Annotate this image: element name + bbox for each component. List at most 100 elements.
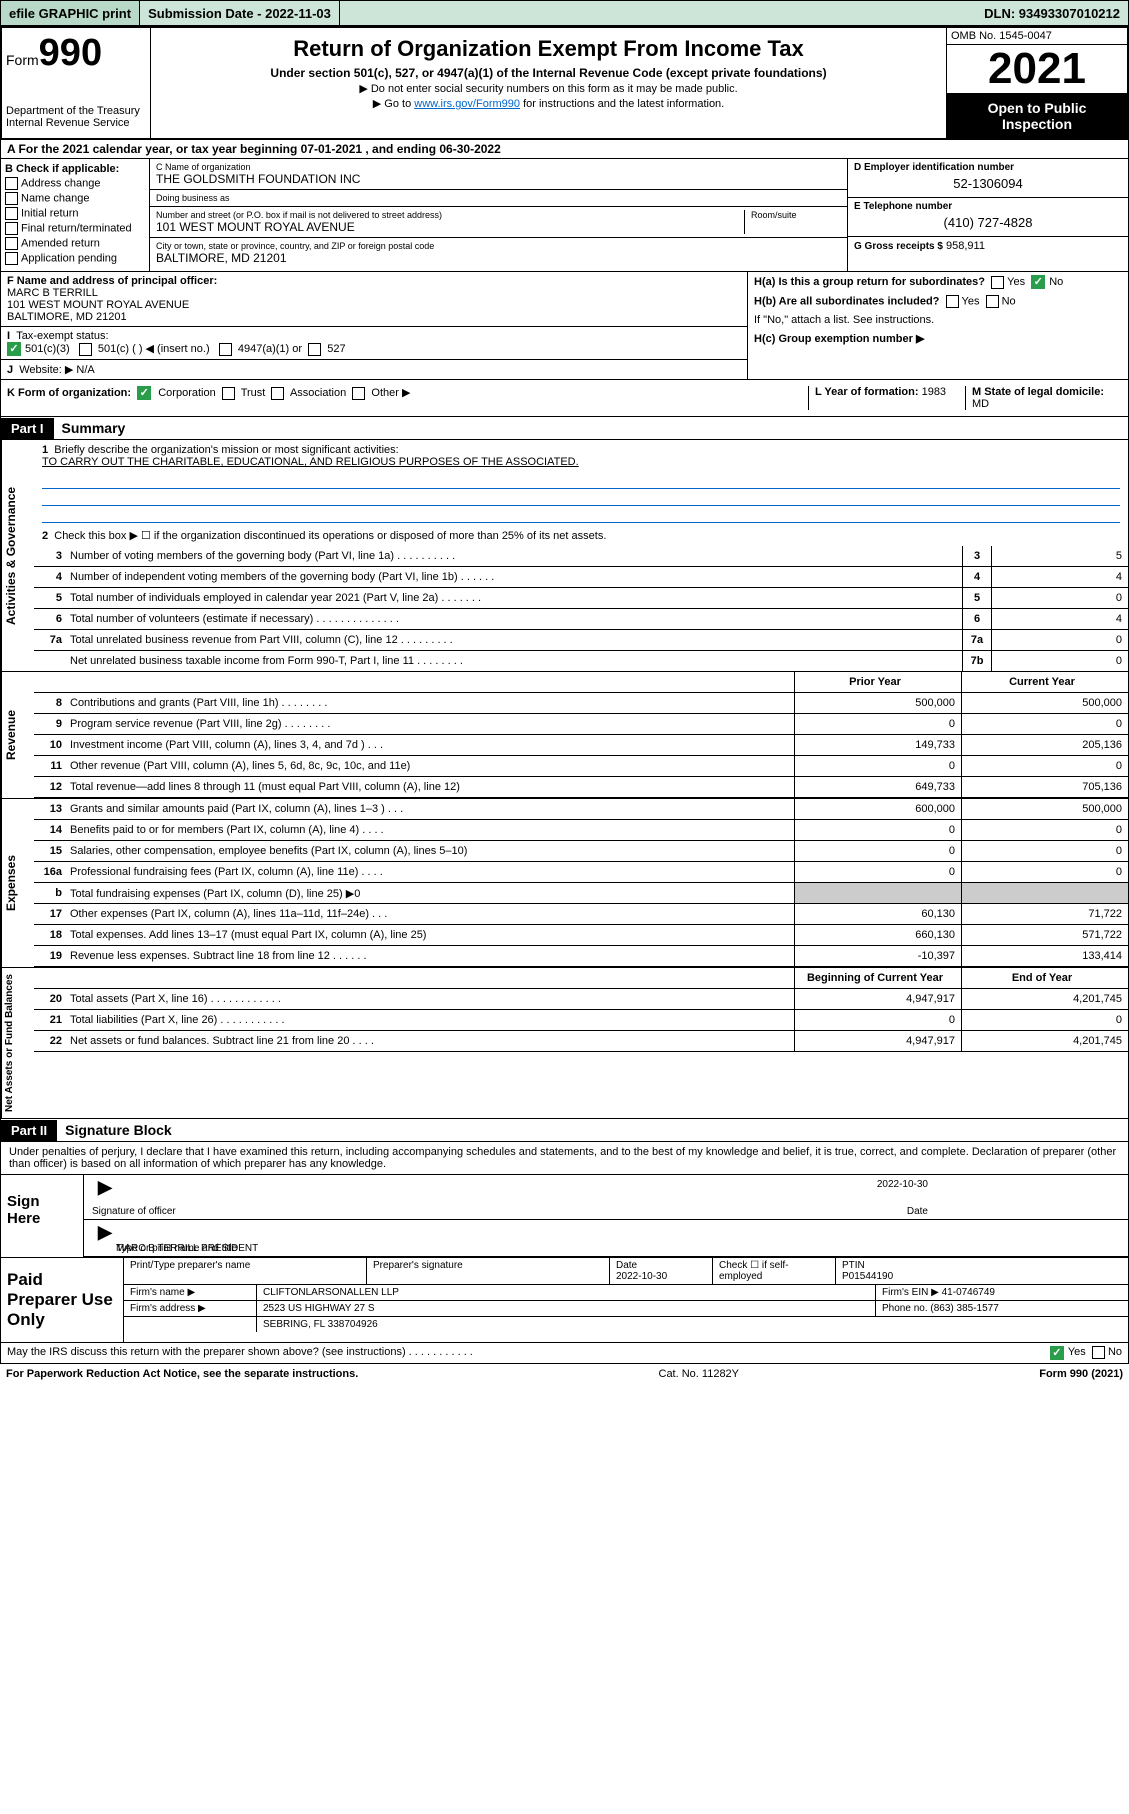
- paid-preparer-block: Paid Preparer Use Only Print/Type prepar…: [0, 1258, 1129, 1343]
- firm-addr2: SEBRING, FL 338704926: [257, 1317, 1128, 1332]
- ein-value: 52-1306094: [854, 173, 1122, 194]
- discuss-line: May the IRS discuss this return with the…: [0, 1343, 1129, 1364]
- k-corp: Corporation: [158, 387, 215, 399]
- side-label-exp: Expenses: [1, 799, 34, 967]
- ein-label: D Employer identification number: [854, 162, 1122, 173]
- part1-bar: Part I Summary: [0, 417, 1129, 440]
- net-header: Beginning of Current Year End of Year: [34, 968, 1128, 989]
- hb-label: H(b) Are all subordinates included?: [754, 295, 939, 307]
- summary-row: 11Other revenue (Part VIII, column (A), …: [34, 756, 1128, 777]
- arrow-icon: ▶: [92, 1222, 118, 1242]
- check-icon: ✓: [1050, 1346, 1064, 1360]
- officer-addr1: 101 WEST MOUNT ROYAL AVENUE: [7, 299, 741, 311]
- k-form-org: K Form of organization: ✓ Corporation Tr…: [7, 386, 808, 410]
- dept-treasury: Department of the Treasury: [6, 105, 146, 117]
- gross-value: 958,911: [946, 240, 985, 252]
- addr-label: Number and street (or P.O. box if mail i…: [156, 210, 744, 220]
- hb-no: No: [1002, 295, 1016, 307]
- side-label-gov: Activities & Governance: [1, 440, 34, 671]
- sign-here-row: Sign Here ▶ Signature of officer 2022-10…: [1, 1175, 1128, 1257]
- block-fhij: F Name and address of principal officer:…: [0, 272, 1129, 380]
- efile-print-button[interactable]: efile GRAPHIC print: [1, 1, 140, 25]
- officer-addr2: BALTIMORE, MD 21201: [7, 311, 741, 323]
- block-bcd: B Check if applicable: Address change Na…: [0, 159, 1129, 272]
- chk-address-change[interactable]: Address change: [5, 177, 145, 190]
- 501c: 501(c) ( ) ◀ (insert no.): [98, 343, 210, 355]
- 501c3: 501(c)(3): [25, 343, 70, 355]
- chk-label: Initial return: [21, 207, 78, 219]
- l-label: L Year of formation:: [815, 386, 919, 398]
- summary-row: 13Grants and similar amounts paid (Part …: [34, 799, 1128, 820]
- part2-title: Signature Block: [57, 1119, 180, 1141]
- city-value: BALTIMORE, MD 21201: [156, 251, 841, 265]
- part2-header: Part II: [1, 1120, 57, 1141]
- hc-label: H(c) Group exemption number ▶: [754, 333, 924, 345]
- prep-check-label: Check ☐ if self-employed: [713, 1258, 836, 1284]
- paid-preparer-label: Paid Preparer Use Only: [1, 1258, 124, 1342]
- sig-officer-label: Signature of officer: [92, 1206, 176, 1217]
- underline: [42, 491, 1120, 506]
- chk-final-return[interactable]: Final return/terminated: [5, 222, 145, 235]
- header-mid: Return of Organization Exempt From Incom…: [151, 28, 947, 138]
- firm-name-label: Firm's name ▶: [124, 1285, 257, 1300]
- m-value: MD: [972, 398, 989, 410]
- block-klm: K Form of organization: ✓ Corporation Tr…: [0, 380, 1129, 417]
- ha-line: H(a) Is this a group return for subordin…: [748, 272, 1128, 292]
- chk-initial-return[interactable]: Initial return: [5, 207, 145, 220]
- summary-row: 6Total number of volunteers (estimate if…: [34, 609, 1128, 630]
- discuss-yes: Yes: [1068, 1346, 1086, 1360]
- prep-date: 2022-10-30: [616, 1271, 667, 1282]
- submission-date: Submission Date - 2022-11-03: [140, 1, 340, 25]
- subtitle-1: Under section 501(c), 527, or 4947(a)(1)…: [155, 66, 942, 80]
- officer-name: MARC B TERRILL: [7, 287, 741, 299]
- m-state: M State of legal domicile:MD: [965, 386, 1122, 410]
- page-footer: For Paperwork Reduction Act Notice, see …: [0, 1364, 1129, 1384]
- header-left: Form990 Department of the Treasury Inter…: [2, 28, 151, 138]
- side-label-rev: Revenue: [1, 672, 34, 798]
- chk-amended[interactable]: Amended return: [5, 237, 145, 250]
- summary-row: bTotal fundraising expenses (Part IX, co…: [34, 883, 1128, 904]
- discuss-no: No: [1108, 1346, 1122, 1360]
- check-icon: ✓: [1031, 275, 1045, 289]
- ha-label: H(a) Is this a group return for subordin…: [754, 276, 985, 288]
- chk-label: Application pending: [21, 252, 117, 264]
- hb-yes: Yes: [962, 295, 980, 307]
- chk-name-change[interactable]: Name change: [5, 192, 145, 205]
- irs-link[interactable]: www.irs.gov/Form990: [414, 98, 520, 110]
- firm-phone-label: Phone no.: [882, 1303, 928, 1314]
- summary-row: 17Other expenses (Part IX, column (A), l…: [34, 904, 1128, 925]
- line2-text: Check this box ▶ ☐ if the organization d…: [54, 530, 606, 542]
- org-name-label: C Name of organization: [156, 162, 841, 172]
- summary-row: 20Total assets (Part X, line 16) . . . .…: [34, 989, 1128, 1010]
- addr-value: 101 WEST MOUNT ROYAL AVENUE: [156, 220, 744, 234]
- ha-no: No: [1049, 276, 1063, 288]
- prep-name-label: Print/Type preparer's name: [124, 1258, 367, 1284]
- rev-header: Prior Year Current Year: [34, 672, 1128, 693]
- col-b-header: B Check if applicable:: [5, 163, 145, 175]
- col-end: End of Year: [961, 968, 1128, 988]
- sub3-pre: ▶ Go to: [373, 98, 414, 110]
- summary-row: 21Total liabilities (Part X, line 26) . …: [34, 1010, 1128, 1031]
- hb-note: If "No," attach a list. See instructions…: [748, 311, 1128, 329]
- check-icon: ✓: [137, 386, 151, 400]
- summary-netassets: Net Assets or Fund Balances Beginning of…: [0, 968, 1129, 1119]
- chk-application-pending[interactable]: Application pending: [5, 252, 145, 265]
- website-value: N/A: [76, 364, 94, 376]
- gross-label: G Gross receipts $: [854, 241, 943, 252]
- check-icon: ✓: [7, 342, 21, 356]
- k-trust: Trust: [241, 387, 266, 399]
- footer-right: Form 990 (2021): [1039, 1368, 1123, 1380]
- phone-value: (410) 727-4828: [854, 212, 1122, 233]
- summary-row: 16aProfessional fundraising fees (Part I…: [34, 862, 1128, 883]
- tax-exempt-line: I Tax-exempt status: ✓501(c)(3) 501(c) (…: [1, 327, 747, 360]
- m-label: M State of legal domicile:: [972, 386, 1104, 398]
- org-name: THE GOLDSMITH FOUNDATION INC: [156, 172, 841, 186]
- ptin-label: PTIN: [842, 1260, 865, 1271]
- underline: [42, 508, 1120, 523]
- prep-date-label: Date: [616, 1260, 637, 1271]
- form-num: 990: [39, 32, 102, 74]
- discuss-text: May the IRS discuss this return with the…: [7, 1346, 1050, 1360]
- hb-line: H(b) Are all subordinates included? Yes …: [748, 292, 1128, 311]
- col-c-org-info: C Name of organization THE GOLDSMITH FOU…: [150, 159, 848, 271]
- firm-addr1: 2523 US HIGHWAY 27 S: [257, 1301, 876, 1316]
